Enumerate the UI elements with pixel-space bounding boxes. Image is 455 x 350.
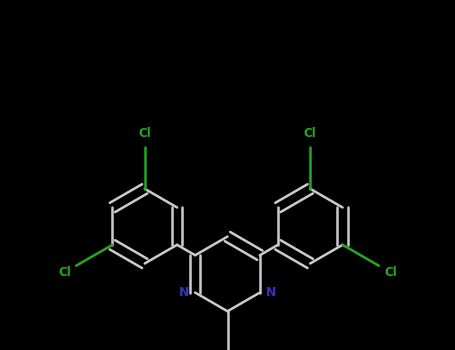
Text: Cl: Cl [304, 127, 317, 140]
Text: Cl: Cl [384, 266, 397, 279]
Text: Cl: Cl [138, 127, 151, 140]
Text: Cl: Cl [58, 266, 71, 279]
Text: N: N [266, 286, 276, 299]
Text: N: N [179, 286, 189, 299]
